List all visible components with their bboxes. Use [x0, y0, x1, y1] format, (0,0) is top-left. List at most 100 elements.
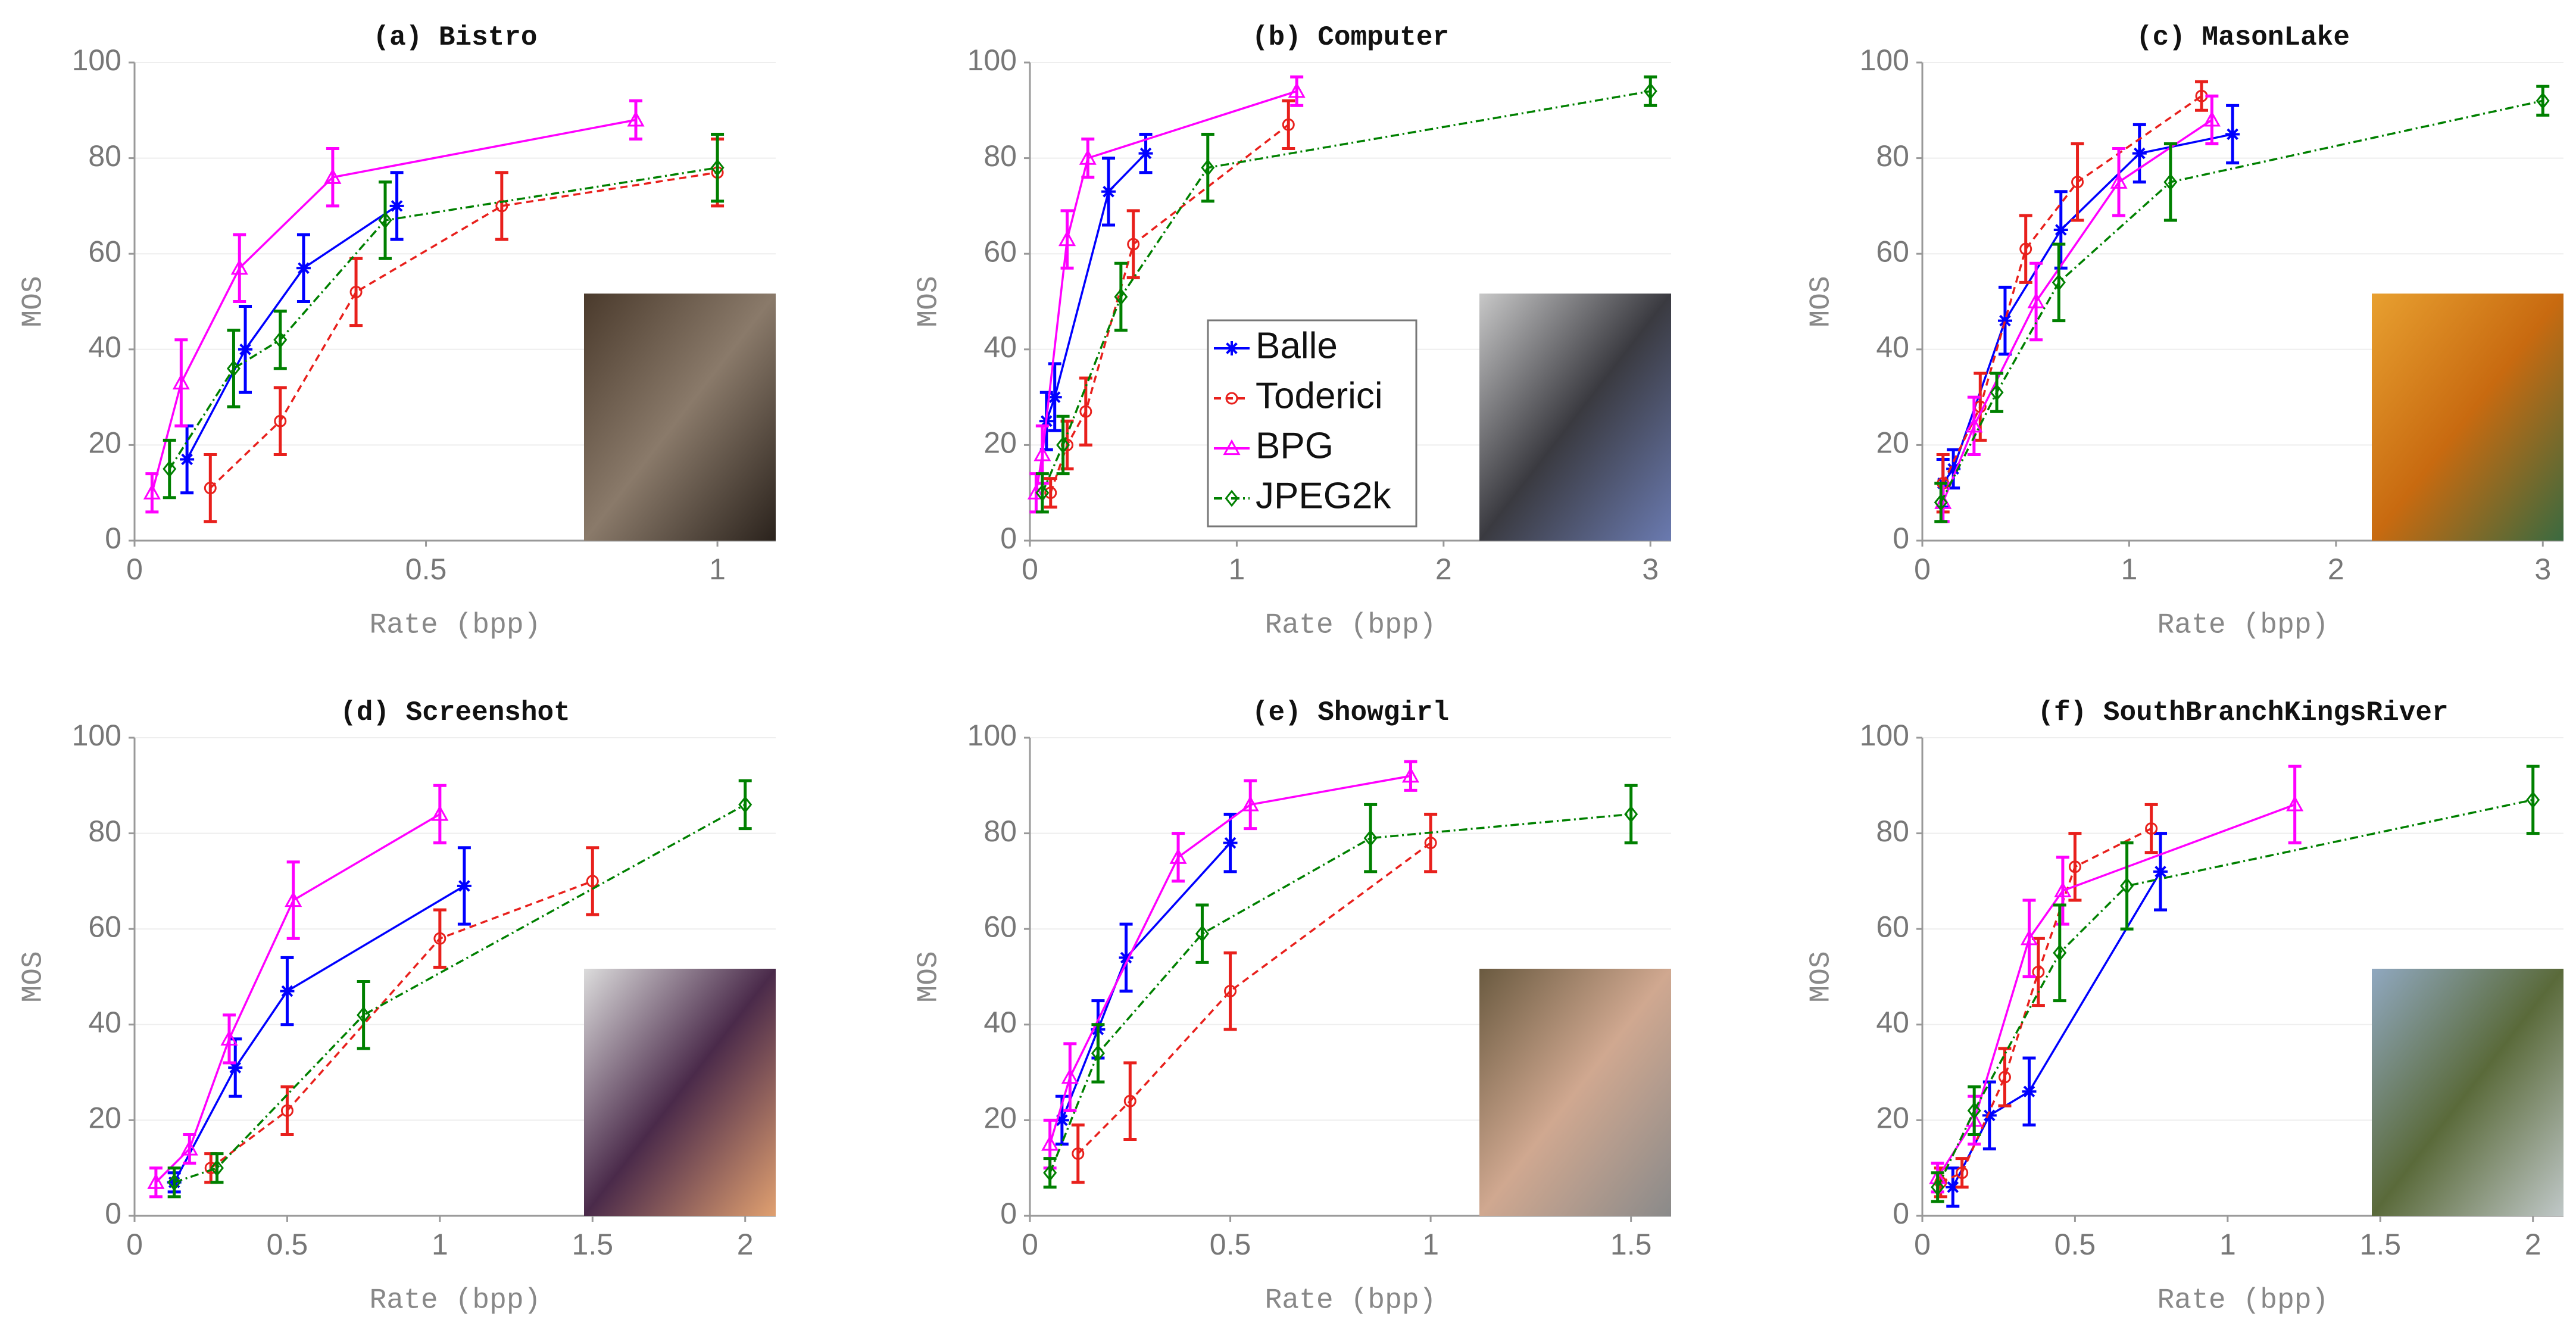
y-tick-label: 60	[1876, 910, 1909, 943]
y-tick-label: 60	[88, 235, 121, 268]
inset-photo	[584, 294, 776, 541]
y-tick-label: 0	[105, 1197, 121, 1230]
chart-title: (e) Showgirl	[1252, 697, 1449, 728]
y-tick-label: 60	[983, 910, 1017, 943]
marker	[1982, 1108, 1997, 1122]
series-line	[156, 814, 440, 1182]
y-tick-label: 40	[983, 1006, 1017, 1039]
x-tick-label: 1	[1229, 553, 1245, 586]
inset-photo	[1479, 969, 1671, 1216]
y-tick-label: 40	[1876, 330, 1909, 364]
panel: (d) ScreenshotRate (bpp)MOS0204060801000…	[18, 697, 776, 1317]
y-tick-label: 40	[88, 330, 121, 364]
y-tick-label: 40	[1876, 1006, 1909, 1039]
marker	[296, 261, 311, 275]
marker	[2022, 1084, 2037, 1099]
marker	[1139, 146, 1153, 161]
x-tick-label: 0.5	[2054, 1228, 2096, 1261]
series-line	[1943, 134, 2232, 483]
panel: (f) SouthBranchKingsRiverRate (bpp)MOS02…	[1806, 697, 2563, 1317]
x-tick-label: 0	[126, 553, 143, 586]
y-tick-label: 100	[1860, 719, 1909, 752]
chart-title: (f) SouthBranchKingsRiver	[2037, 697, 2448, 728]
series-line	[174, 886, 464, 1182]
inset-photo	[2372, 294, 2563, 541]
y-tick-label: 0	[1000, 522, 1017, 555]
y-tick-label: 80	[1876, 139, 1909, 173]
series-line	[152, 120, 636, 492]
x-axis-label: Rate (bpp)	[2157, 610, 2328, 642]
y-tick-label: 80	[983, 815, 1017, 848]
y-tick-label: 100	[1860, 43, 1909, 77]
y-tick-label: 40	[983, 330, 1017, 364]
marker	[1223, 836, 1238, 850]
x-axis-label: Rate (bpp)	[369, 610, 541, 642]
y-tick-label: 20	[1876, 426, 1909, 460]
x-tick-label: 1	[432, 1228, 448, 1261]
y-axis-label: MOS	[18, 951, 50, 1002]
legend-label: Toderici	[1256, 375, 1383, 416]
marker	[238, 342, 252, 357]
x-axis-label: Rate (bpp)	[2157, 1285, 2328, 1317]
series-line	[1943, 96, 2202, 483]
marker	[280, 984, 294, 999]
legend-label: BPG	[1256, 425, 1334, 466]
x-tick-label: 2	[737, 1228, 754, 1261]
figure: (a) BistroRate (bpp)MOS02040608010000.51…	[0, 0, 2576, 1323]
y-tick-label: 20	[88, 1102, 121, 1135]
marker	[457, 879, 472, 893]
y-tick-label: 20	[88, 426, 121, 460]
inset-photo	[1479, 294, 1671, 541]
marker	[2132, 146, 2147, 161]
marker	[1998, 314, 2012, 328]
x-tick-label: 0.5	[405, 553, 447, 586]
series-line	[187, 206, 396, 460]
x-tick-label: 2	[2328, 553, 2344, 586]
series-line	[1938, 804, 2295, 1177]
x-tick-label: 0	[1022, 553, 1038, 586]
x-tick-label: 3	[1642, 553, 1659, 586]
x-tick-label: 2	[2525, 1228, 2541, 1261]
chart-title: (c) MasonLake	[2136, 22, 2350, 53]
y-axis-label: MOS	[1806, 951, 1838, 1002]
y-axis-label: MOS	[1806, 276, 1838, 327]
chart-title: (b) Computer	[1252, 22, 1449, 53]
marker	[2153, 865, 2168, 879]
y-tick-label: 100	[967, 43, 1017, 77]
inset-photo	[584, 969, 776, 1216]
x-tick-label: 1.5	[1610, 1228, 1652, 1261]
x-tick-label: 1	[2121, 553, 2138, 586]
series-line	[1953, 872, 2160, 1187]
x-axis-label: Rate (bpp)	[1264, 1285, 1436, 1317]
y-tick-label: 80	[1876, 815, 1909, 848]
inset-photo	[2372, 969, 2563, 1216]
y-tick-label: 20	[983, 426, 1017, 460]
y-tick-label: 100	[72, 43, 121, 77]
y-tick-label: 20	[983, 1102, 1017, 1135]
panel: (c) MasonLakeRate (bpp)MOS02040608010001…	[1806, 22, 2563, 642]
y-tick-label: 100	[967, 719, 1017, 752]
x-tick-label: 1	[1422, 1228, 1439, 1261]
x-axis-label: Rate (bpp)	[1264, 610, 1436, 642]
y-tick-label: 40	[88, 1006, 121, 1039]
series-line	[1062, 843, 1231, 1121]
y-tick-label: 80	[88, 139, 121, 173]
x-tick-label: 1	[709, 553, 726, 586]
y-axis-label: MOS	[18, 276, 50, 327]
page: {"chart_data": [ {"type": "line", "title…	[0, 0, 2576, 1323]
y-tick-label: 80	[88, 815, 121, 848]
y-tick-label: 0	[1000, 1197, 1017, 1230]
legend-marker	[1225, 341, 1239, 355]
marker	[2054, 223, 2068, 237]
legend-label: Balle	[1256, 325, 1338, 366]
x-tick-label: 0.5	[267, 1228, 308, 1261]
x-tick-label: 2	[1435, 553, 1452, 586]
x-tick-label: 0	[1914, 553, 1931, 586]
x-tick-label: 1.5	[2360, 1228, 2402, 1261]
y-tick-label: 80	[983, 139, 1017, 173]
x-tick-label: 1.5	[572, 1228, 614, 1261]
y-tick-label: 60	[1876, 235, 1909, 268]
